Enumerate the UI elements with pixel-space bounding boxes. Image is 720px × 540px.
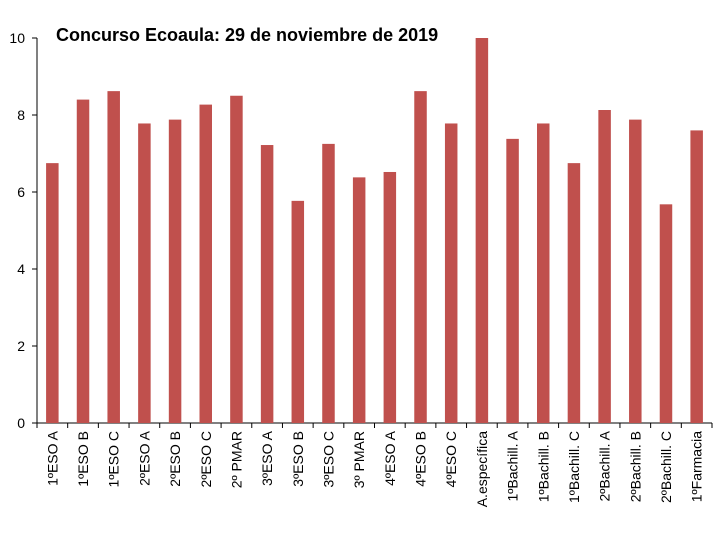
y-tick-label: 4 [17,261,25,277]
x-tick-label: 3ºESO C [320,431,336,487]
bar [414,91,427,423]
x-tick-label: 2º PMAR [228,431,244,488]
y-tick-label: 2 [17,338,25,354]
x-tick-label: 1ºBachill. B [535,431,551,502]
bar [629,119,642,424]
bar [475,38,489,423]
bar [291,200,305,423]
bar [537,123,550,423]
y-tick-label: 0 [17,415,25,431]
x-tick-label: 1ºBachill. A [505,430,521,501]
bar [138,123,151,423]
x-tick-label: 2ºESO C [198,431,214,487]
bar [230,95,243,423]
bar [383,171,397,423]
x-tick-label: 1ºFarmacia [689,431,705,502]
bar-series [46,38,703,424]
bar [322,143,335,424]
bar [444,123,458,423]
x-tick-label: A.específica [474,431,490,507]
y-tick-label: 6 [17,184,25,200]
x-tick-label: 2ºESO A [136,430,152,486]
x-tick-label: 1ºESO C [106,431,122,487]
bar [567,163,581,424]
x-tick-label: 4ºESO C [443,431,459,487]
x-tick-label: 1ºBachill. C [566,431,582,503]
x-tick-label: 2ºESO B [167,431,183,487]
x-tick-label: 4ºESO A [382,430,398,486]
bar [690,130,703,423]
x-tick-label: 1ºESO A [44,430,60,486]
bar [598,110,611,423]
bar [107,91,120,423]
x-tick-label: 3º PMAR [351,431,367,488]
x-axis-ticks: 1ºESO A 1ºESO B 1ºESO C 2ºESO A 2ºESO B 2ºESO… [36,423,713,507]
x-tick-label: 2ºBachill. C [658,431,674,503]
bar [199,104,212,424]
bar [260,145,274,423]
bar [659,204,673,423]
y-axis-ticks: 0 2 4 6 8 10 [9,30,37,431]
y-tick-label: 8 [17,107,25,123]
x-tick-label: 4ºESO B [413,431,429,487]
chart-title: Concurso Ecoaula: 29 de noviembre de 201… [56,25,438,45]
x-tick-label: 2ºBachill. B [627,431,643,502]
x-tick-label: 2ºBachill. A [597,430,613,501]
bar [46,163,59,424]
bar [168,119,182,424]
bar [76,99,90,423]
x-tick-label: 3ºESO A [259,430,275,486]
y-tick-label: 10 [9,30,25,46]
bar [352,177,366,423]
x-tick-label: 3ºESO B [290,431,306,487]
bar [506,138,519,423]
x-tick-label: 1ºESO B [75,431,91,487]
